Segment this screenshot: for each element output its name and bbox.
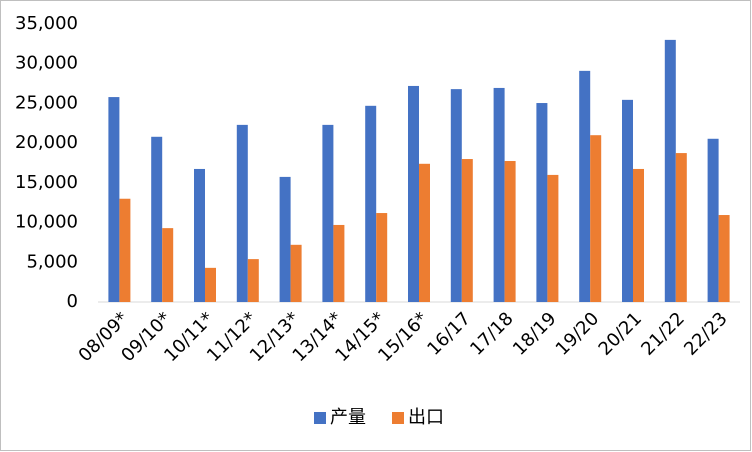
bar (365, 105, 377, 302)
bar (461, 159, 473, 302)
y-tick-label: 20,000 (15, 132, 78, 153)
y-tick-label: 10,000 (15, 212, 78, 233)
bar (718, 215, 730, 302)
legend-swatch (392, 412, 404, 424)
bar (579, 70, 591, 302)
bar (408, 85, 419, 302)
bar (279, 176, 291, 302)
bar (493, 87, 505, 302)
bar (194, 168, 205, 302)
bar (547, 174, 559, 302)
bar (419, 163, 430, 302)
bar (290, 244, 302, 302)
bar (376, 213, 388, 302)
bar (590, 135, 602, 302)
bar (664, 39, 676, 303)
legend-label: 出口 (408, 407, 444, 428)
bar (119, 198, 131, 302)
y-tick-label: 30,000 (15, 53, 78, 74)
bar (675, 153, 687, 302)
bar (536, 103, 548, 302)
bar (108, 97, 120, 303)
bar (504, 161, 516, 302)
bar (450, 89, 462, 302)
bar (236, 124, 248, 302)
y-tick-label: 35,000 (15, 13, 78, 34)
legend-label: 产量 (330, 407, 366, 428)
y-tick-label: 25,000 (15, 92, 78, 113)
legend-swatch (314, 412, 326, 424)
bar (151, 136, 163, 302)
bar (333, 224, 345, 302)
bar (247, 259, 259, 302)
bar (205, 267, 216, 302)
bar (633, 168, 644, 302)
bar (622, 99, 633, 303)
y-tick-label: 5,000 (26, 251, 78, 272)
y-tick-label: 15,000 (15, 172, 78, 193)
bar (707, 138, 719, 302)
bar (162, 228, 174, 302)
bar (322, 124, 334, 302)
y-tick-label: 0 (67, 291, 78, 312)
